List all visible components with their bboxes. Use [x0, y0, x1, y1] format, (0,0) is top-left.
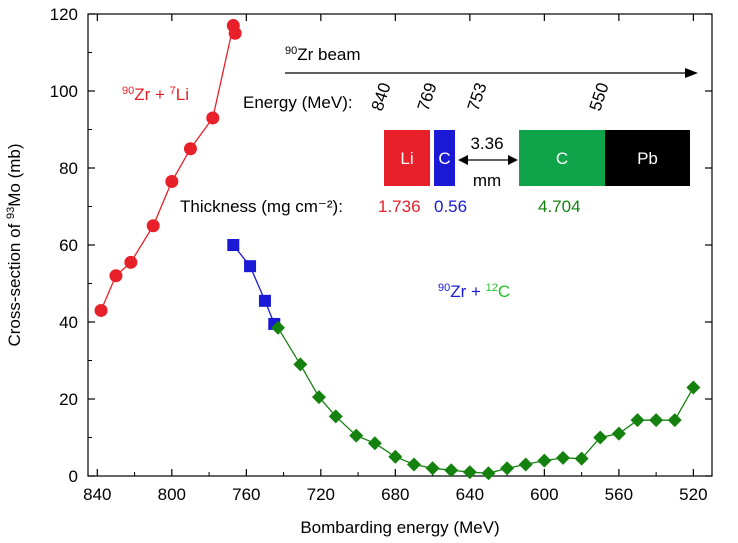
target-label: C	[438, 149, 450, 168]
data-point	[293, 357, 308, 372]
data-point	[270, 320, 285, 335]
plot-frame	[87, 13, 713, 477]
data-point	[206, 111, 220, 125]
x-tick-label: 720	[307, 485, 335, 504]
data-point	[183, 142, 197, 156]
thickness-title: Thickness (mg cm⁻²):	[180, 197, 343, 216]
x-tick-label: 560	[605, 485, 633, 504]
target-box	[434, 130, 455, 186]
x-tick-label: 600	[530, 485, 558, 504]
y-tick-label: 80	[59, 159, 78, 178]
x-tick-label: 800	[158, 485, 186, 504]
energy-label: 840	[368, 80, 395, 113]
text-span: Mo (mb)	[5, 143, 24, 206]
beam-arrowhead	[685, 68, 698, 78]
series-line-2	[277, 327, 694, 474]
data-point	[311, 390, 326, 405]
x-tick-label: 640	[456, 485, 484, 504]
data-point	[462, 465, 477, 480]
target-box	[384, 130, 430, 186]
data-markers	[94, 19, 701, 481]
data-point	[574, 451, 589, 466]
data-point	[328, 409, 343, 424]
data-point	[109, 269, 123, 283]
energy-title: Energy (MeV):	[243, 93, 353, 112]
text-span: Zr +	[134, 85, 169, 104]
y-axis-label: Cross-section of 93Mo (mb)	[5, 143, 24, 346]
data-point	[593, 430, 608, 445]
data-point	[388, 449, 403, 464]
data-point	[667, 413, 682, 428]
data-point	[244, 260, 257, 273]
text-span: Zr beam	[297, 45, 360, 64]
series-label-c: 90Zr + 12C	[438, 282, 510, 301]
y-tick-label: 120	[50, 5, 78, 24]
x-tick-label: 760	[232, 485, 260, 504]
data-point	[406, 457, 421, 472]
superscript: 12	[486, 282, 498, 294]
data-point	[258, 294, 271, 307]
y-tick-label: 0	[69, 467, 78, 486]
series-line-1	[232, 244, 275, 325]
series-line-0	[100, 25, 236, 311]
data-point	[94, 303, 108, 317]
target-label: Li	[400, 149, 413, 168]
gap-arrowhead-right	[508, 155, 518, 165]
x-axis-label: Bombarding energy (MeV)	[300, 518, 499, 537]
data-point	[500, 461, 515, 476]
x-tick-label: 840	[83, 485, 111, 504]
superscript: 7	[170, 85, 176, 97]
data-point	[537, 453, 552, 468]
thickness-value: 0.56	[434, 197, 467, 216]
data-point	[425, 461, 440, 476]
y-tick-label: 40	[59, 313, 78, 332]
target-box	[605, 130, 690, 186]
energy-label: 769	[414, 80, 441, 113]
data-point	[555, 450, 570, 465]
series-label-li: 90Zr + 7Li	[122, 85, 189, 104]
data-point	[367, 436, 382, 451]
text-span: Zr +	[450, 282, 485, 301]
data-point	[611, 426, 626, 441]
data-point	[146, 219, 160, 233]
y-tick-label: 60	[59, 236, 78, 255]
x-tick-label: 680	[381, 485, 409, 504]
energy-label: 753	[464, 80, 491, 113]
thickness-value: 1.736	[378, 197, 421, 216]
target-diagram: 90Zr beam Energy (MeV): 840 769 753 550 Li C C Pb…	[180, 45, 698, 216]
data-point	[686, 380, 701, 395]
text-span: Cross-section of	[5, 219, 24, 347]
data-point	[518, 457, 533, 472]
target-label: C	[556, 149, 568, 168]
superscript: 90	[438, 282, 450, 294]
gap-unit: mm	[473, 171, 501, 190]
data-point	[227, 239, 240, 251]
target-box	[519, 130, 605, 186]
text-span: C	[498, 282, 510, 301]
target-label: Pb	[637, 149, 658, 168]
superscript: 90	[122, 85, 134, 97]
data-point	[444, 463, 459, 478]
thickness-value: 4.704	[538, 197, 581, 216]
y-tick-label: 100	[50, 82, 78, 101]
energy-label: 550	[586, 80, 613, 113]
data-point	[649, 413, 664, 428]
x-tick-label: 520	[679, 485, 707, 504]
text-span: Li	[176, 85, 189, 104]
data-point	[165, 174, 179, 188]
gap-arrowhead-left	[458, 155, 468, 165]
beam-label: 90Zr beam	[285, 45, 361, 64]
data-point	[481, 466, 496, 481]
data-point	[630, 413, 645, 428]
axes: 840 800 760 720 680 640 600 560 520 0 20 40 60 80 100 1…	[5, 5, 713, 537]
superscript: 93	[5, 207, 17, 219]
data-point	[228, 26, 242, 40]
gap-value: 3.36	[470, 134, 503, 153]
data-point	[124, 255, 138, 269]
superscript: 90	[285, 45, 297, 57]
data-point	[349, 428, 364, 443]
y-tick-label: 20	[59, 390, 78, 409]
